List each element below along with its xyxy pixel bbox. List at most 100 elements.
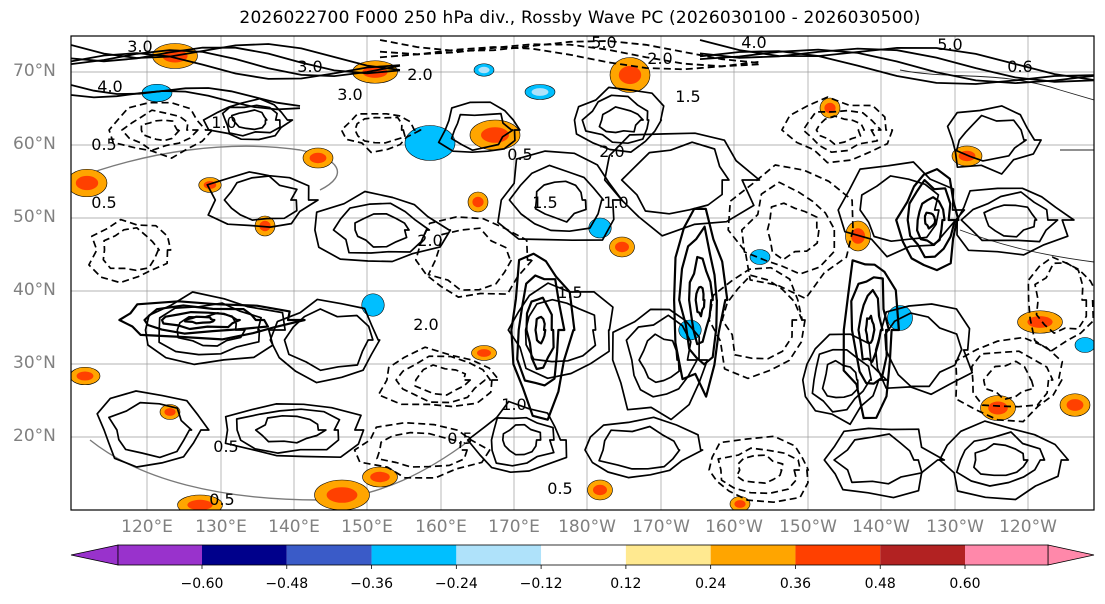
positive-contour [859,175,940,243]
positive-contour [598,425,681,470]
positive-contour [850,276,890,385]
divergence-core [187,499,213,510]
positive-contour [584,416,704,479]
coastlines [71,69,1094,501]
positive-contour [71,90,301,111]
divergence-core [734,500,746,508]
negative-contour [766,202,820,261]
latitude-label: 60°N [13,134,56,154]
colorbar-tick-label: −0.60 [180,576,224,592]
positive-contour [938,420,1070,501]
positive-contour [864,314,876,345]
rossby-wave-contours [71,39,1094,504]
positive-contour [821,359,859,399]
divergence-core [75,175,99,191]
negative-contour [414,364,472,396]
negative-contour [727,164,854,300]
divergence-core [618,65,642,85]
positive-contour [516,274,566,387]
divergence-core [1079,341,1091,349]
contour-label: 0.5 [507,145,532,164]
positive-contour [956,187,1075,256]
contour-label: 0.5 [91,135,116,154]
positive-contour [837,161,966,258]
positive-contour [450,112,514,152]
positive-contour [983,204,1038,238]
positive-contour [678,225,718,366]
positive-contour [108,401,193,459]
negative-contour [970,350,1054,408]
positive-contour [221,104,281,137]
divergence-core [593,222,607,234]
colorbar-tick-label: 0.36 [779,576,812,592]
longitude-label: 150°E [341,517,393,537]
contour-label: 1.5 [557,283,582,302]
positive-contour [224,403,365,459]
contour-label: 0.5 [213,437,238,456]
positive-contour [510,252,576,421]
negative-contour [740,181,836,275]
contour-label: 1.5 [532,193,557,212]
negative-contour [1034,262,1088,334]
negative-contour [102,226,161,272]
divergence-core [366,299,380,311]
longitude-label: 150°W [779,517,837,537]
latitude-label: 20°N [13,426,56,446]
positive-contour [906,179,957,259]
colorbar-swatch [965,545,1048,565]
colorbar-swatch [456,545,542,565]
positive-contour [688,255,714,346]
divergence-core [370,471,390,483]
contour-label: 0.5 [209,490,234,509]
positive-contour [143,304,269,335]
negative-contour [121,109,199,152]
positive-contour [833,433,923,485]
contour-label: 2.0 [413,315,438,334]
colorbar-tick-label: 0.48 [864,576,896,592]
positive-contour [534,180,587,223]
divergence-core [615,241,629,253]
positive-contour [235,408,341,454]
divergence-core [477,349,491,357]
positive-contour [955,114,1027,162]
positive-contour [230,109,268,131]
latitude-label: 30°N [13,353,56,373]
positive-contour [314,190,452,263]
longitude-label: 120°E [121,517,173,537]
positive-contour [638,333,680,384]
divergence-shading [71,43,1094,510]
negative-contour [954,336,1064,423]
positive-contour [223,175,298,221]
positive-contour [501,423,542,456]
colorbar-tick-label: −0.12 [519,576,563,592]
longitude-label: 140°E [268,517,320,537]
negative-contour [340,112,422,154]
contour-label: 1.0 [211,113,236,132]
divergence-core [531,88,549,96]
longitude-label: 170°W [632,517,690,537]
contour-label: 3.0 [297,57,322,76]
colorbar-swatch [710,545,796,565]
contour-label: 0.5 [91,193,116,212]
negative-contour [354,116,406,144]
contour-label: 2.0 [599,142,624,161]
colorbar-tick-label: 0.24 [695,576,727,592]
contour-label: 5.0 [937,35,962,54]
positive-contour [354,212,410,248]
negative-contour [140,119,181,142]
negative-contour [708,435,810,504]
positive-contour [160,311,241,331]
positive-contour [946,105,1042,175]
contour-label: 2.0 [417,231,442,250]
contour-label: 5.0 [591,33,616,52]
negative-contour [1027,256,1094,353]
latitude-label: 70°N [13,61,56,81]
positive-contour [269,298,381,384]
positive-contour [923,211,937,230]
colorbar-swatch [371,545,457,565]
divergence-core [988,401,1008,415]
contour-label: 1.5 [675,87,700,106]
positive-contour [71,52,401,80]
map-background [71,36,1094,510]
colorbar-extend-max [1047,544,1095,566]
